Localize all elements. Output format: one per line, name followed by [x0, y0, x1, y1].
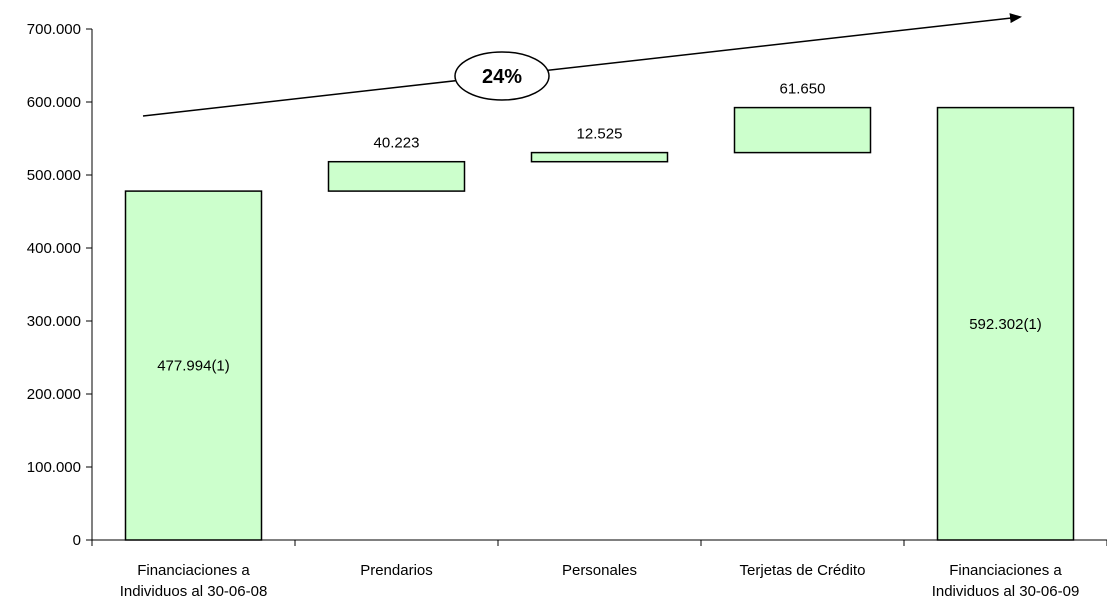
axis-layer: 0 100.000 200.000 300.000 400.000 500.000 600.…	[27, 21, 1107, 600]
bar-0	[124, 190, 263, 541]
y-tick-label-2: 200.000	[27, 386, 81, 403]
y-tick-label-4: 400.000	[27, 240, 81, 257]
data-label-2: 12.525	[577, 126, 623, 143]
growth-annotation: 24%	[142, 13, 1022, 117]
category-label-2: Personales	[562, 562, 637, 579]
bars-layer: 477.994(1) 40.223 12.525 61.650 592.302(1)	[124, 81, 1075, 541]
y-tick-label-6: 600.000	[27, 94, 81, 111]
bar-2	[530, 151, 669, 163]
category-label-1: Prendarios	[360, 562, 433, 579]
y-tick-label-7: 700.000	[27, 21, 81, 38]
growth-ellipse	[454, 51, 550, 101]
data-label-1: 40.223	[374, 135, 420, 152]
category-label-4: Financiaciones a Individuos al 30-06-09	[932, 562, 1080, 600]
category-label-3: Terjetas de Crédito	[740, 562, 866, 579]
growth-arrow	[142, 13, 1022, 117]
growth-label: 24%	[482, 66, 522, 88]
data-label-4: 592.302(1)	[969, 316, 1042, 333]
y-tick-label-5: 500.000	[27, 167, 81, 184]
data-label-3: 61.650	[780, 81, 826, 98]
y-tick-label-1: 100.000	[27, 459, 81, 476]
data-label-0: 477.994(1)	[157, 358, 230, 375]
y-tick-label-0: 0	[73, 532, 81, 549]
bar-1	[327, 160, 466, 192]
bar-4	[936, 106, 1075, 541]
bar-3	[733, 106, 872, 154]
y-tick-label-3: 300.000	[27, 313, 81, 330]
category-label-0: Financiaciones a Individuos al 30-06-08	[120, 562, 268, 600]
